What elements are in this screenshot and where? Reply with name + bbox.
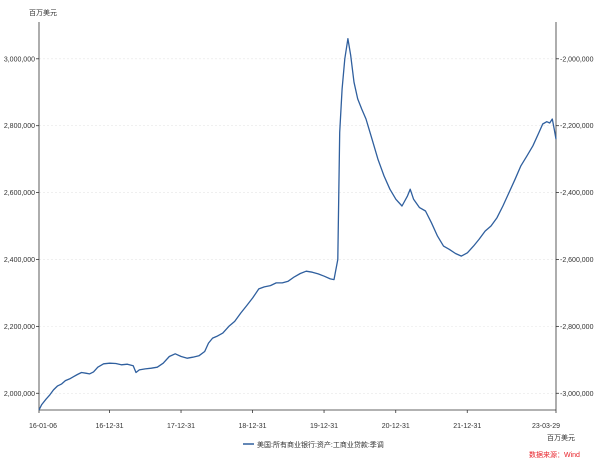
legend-label: 美国:所有商业银行:资产:工商业贷款:季调 (257, 440, 384, 449)
y-right-tick-label: -2,800,000 (560, 324, 594, 331)
y-left-tick-label: 2,400,000 (4, 257, 35, 264)
y-right-tick-label: -2,000,000 (560, 56, 594, 63)
y-left-tick-label: 2,000,000 (4, 391, 35, 398)
data-source-label: 数据来源：Wind (529, 450, 580, 459)
axis-layer: 2,000,000 2,200,000 2,400,000 2,600,000 2,80… (4, 22, 594, 430)
series-line (38, 38, 557, 411)
y-right-unit-label: 百万美元 (547, 433, 575, 442)
y-left-tick-label: 3,000,000 (4, 56, 35, 63)
y-left-tick-label: 2,800,000 (4, 123, 35, 130)
y-left-unit-label: 百万美元 (29, 8, 57, 17)
x-tick-label: 20-12-31 (382, 423, 410, 430)
legend: 美国:所有商业银行:资产:工商业贷款:季调 (243, 440, 384, 449)
grid-layer (39, 58, 556, 394)
x-tick-label: 19-12-31 (310, 423, 338, 430)
x-tick-label: 23-03-29 (532, 423, 560, 430)
x-tick-label: 18-12-31 (239, 423, 267, 430)
x-tick-label: 17-12-31 (167, 423, 195, 430)
series-layer (38, 38, 557, 411)
y-right-tick-label: -2,200,000 (560, 123, 594, 130)
y-left-tick-label: 2,600,000 (4, 190, 35, 197)
y-right-tick-label: -2,600,000 (560, 257, 594, 264)
y-left-tick-label: 2,200,000 (4, 324, 35, 331)
x-tick-label: 16-01-06 (29, 423, 57, 430)
y-right-tick-label: -2,400,000 (560, 190, 594, 197)
y-right-tick-label: -3,000,000 (560, 391, 594, 398)
x-tick-label: 16-12-31 (96, 423, 124, 430)
x-tick-label: 21-12-31 (453, 423, 481, 430)
